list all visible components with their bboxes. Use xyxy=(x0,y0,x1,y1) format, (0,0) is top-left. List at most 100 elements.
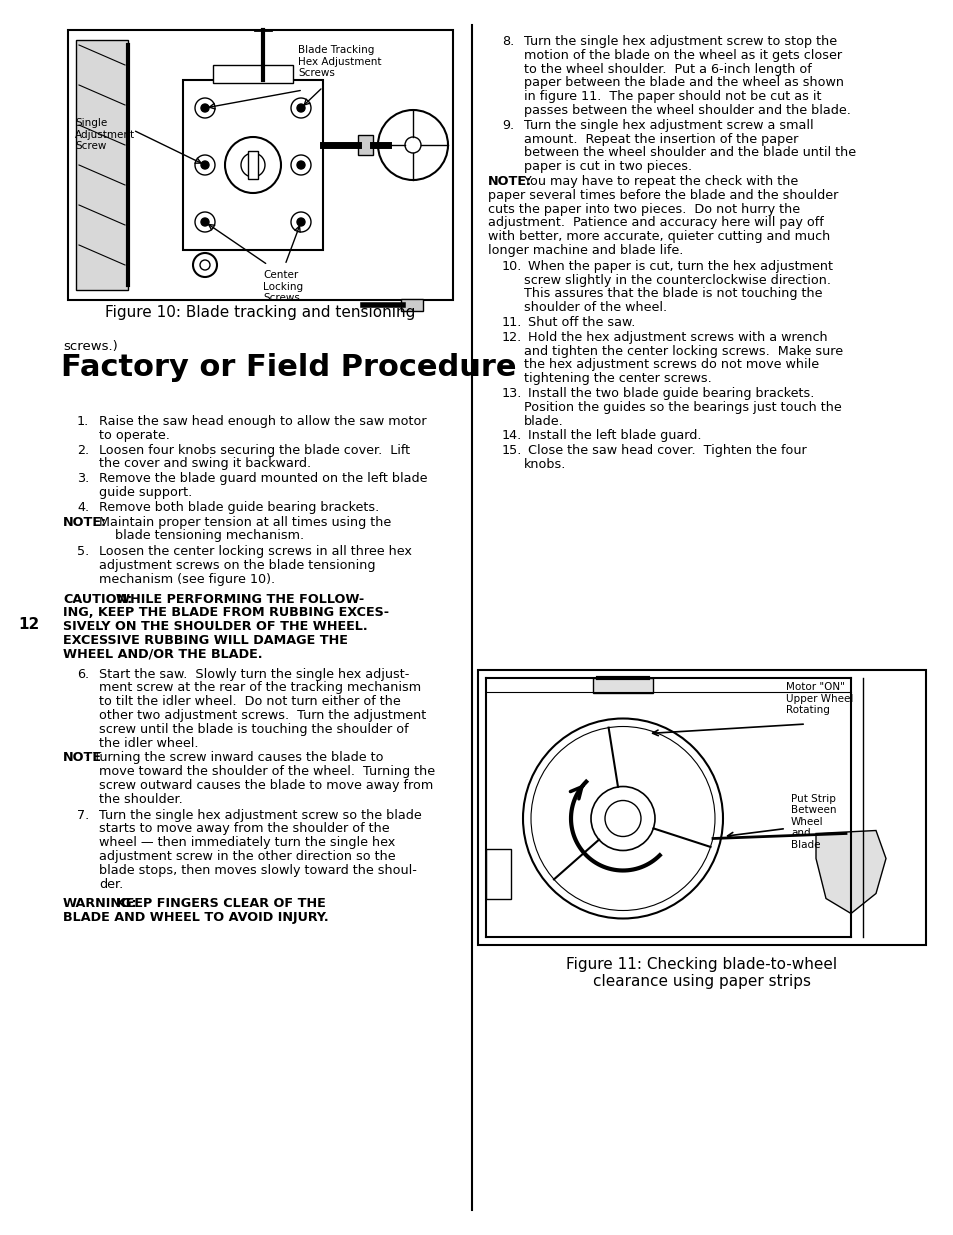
Text: ING, KEEP THE BLADE FROM RUBBING EXCES-: ING, KEEP THE BLADE FROM RUBBING EXCES- xyxy=(63,606,389,620)
Text: 12: 12 xyxy=(18,618,39,632)
Text: Factory or Field Procedure: Factory or Field Procedure xyxy=(61,353,516,382)
Text: Figure 10: Blade tracking and tensioning: Figure 10: Blade tracking and tensioning xyxy=(105,305,416,320)
Text: blade stops, then moves slowly toward the shoul-: blade stops, then moves slowly toward th… xyxy=(99,863,416,877)
Bar xyxy=(213,65,293,83)
Text: Position the guides so the bearings just touch the: Position the guides so the bearings just… xyxy=(523,401,841,414)
Text: the shoulder.: the shoulder. xyxy=(99,793,183,805)
Text: 5.: 5. xyxy=(77,545,90,558)
Text: Remove both blade guide bearing brackets.: Remove both blade guide bearing brackets… xyxy=(99,501,379,514)
Text: screw slightly in the counterclockwise direction.: screw slightly in the counterclockwise d… xyxy=(523,274,830,287)
Text: starts to move away from the shoulder of the: starts to move away from the shoulder of… xyxy=(99,823,389,835)
Text: Turn the single hex adjustment screw a small: Turn the single hex adjustment screw a s… xyxy=(523,119,813,132)
Text: EXCESSIVE RUBBING WILL DAMAGE THE: EXCESSIVE RUBBING WILL DAMAGE THE xyxy=(63,634,348,647)
Text: Single
Adjustment
Screw: Single Adjustment Screw xyxy=(75,119,135,151)
Text: 14.: 14. xyxy=(501,430,521,442)
Text: Install the two blade guide bearing brackets.: Install the two blade guide bearing brac… xyxy=(523,387,814,400)
Text: 12.: 12. xyxy=(501,331,521,343)
Circle shape xyxy=(201,161,209,169)
Text: cuts the paper into two pieces.  Do not hurry the: cuts the paper into two pieces. Do not h… xyxy=(488,203,800,216)
Text: other two adjustment screws.  Turn the adjustment: other two adjustment screws. Turn the ad… xyxy=(99,709,426,722)
Text: in figure 11.  The paper should not be cut as it: in figure 11. The paper should not be cu… xyxy=(523,90,821,104)
Text: Remove the blade guard mounted on the left blade: Remove the blade guard mounted on the le… xyxy=(99,472,427,485)
Circle shape xyxy=(201,104,209,112)
Text: wheel — then immediately turn the single hex: wheel — then immediately turn the single… xyxy=(99,836,395,850)
Text: passes between the wheel shoulder and the blade.: passes between the wheel shoulder and th… xyxy=(523,104,850,117)
Text: 4.: 4. xyxy=(77,501,89,514)
Text: between the wheel shoulder and the blade until the: between the wheel shoulder and the blade… xyxy=(523,147,855,159)
Text: paper is cut in two pieces.: paper is cut in two pieces. xyxy=(523,161,691,173)
Bar xyxy=(357,135,373,156)
Text: to the wheel shoulder.  Put a 6-inch length of: to the wheel shoulder. Put a 6-inch leng… xyxy=(523,63,811,75)
Text: 3.: 3. xyxy=(77,472,90,485)
Text: screw outward causes the blade to move away from: screw outward causes the blade to move a… xyxy=(99,779,433,792)
Text: 11.: 11. xyxy=(501,316,522,329)
Text: 1.: 1. xyxy=(77,415,90,429)
Bar xyxy=(183,80,323,249)
Text: Blade Tracking
Hex Adjustment
Screws: Blade Tracking Hex Adjustment Screws xyxy=(297,44,381,78)
Text: 2.: 2. xyxy=(77,443,89,457)
Text: NOTE:: NOTE: xyxy=(63,515,107,529)
Text: and tighten the center locking screws.  Make sure: and tighten the center locking screws. M… xyxy=(523,345,842,358)
Text: Shut off the saw.: Shut off the saw. xyxy=(523,316,635,329)
Text: NOTE: NOTE xyxy=(63,751,102,764)
Text: Raise the saw head enough to allow the saw motor: Raise the saw head enough to allow the s… xyxy=(99,415,426,429)
Text: tightening the center screws.: tightening the center screws. xyxy=(523,372,711,385)
Text: screw until the blade is touching the shoulder of: screw until the blade is touching the sh… xyxy=(99,722,408,736)
Text: 6.: 6. xyxy=(77,668,89,680)
Text: ment screw at the rear of the tracking mechanism: ment screw at the rear of the tracking m… xyxy=(99,682,420,694)
Text: screws.): screws.) xyxy=(63,340,117,353)
Text: Figure 11: Checking blade-to-wheel
clearance using paper strips: Figure 11: Checking blade-to-wheel clear… xyxy=(566,957,837,989)
Text: adjustment screw in the other direction so the: adjustment screw in the other direction … xyxy=(99,850,395,863)
Text: amount.  Repeat the insertion of the paper: amount. Repeat the insertion of the pape… xyxy=(523,132,798,146)
Text: 7.: 7. xyxy=(77,809,90,821)
Text: with better, more accurate, quieter cutting and much: with better, more accurate, quieter cutt… xyxy=(488,230,829,243)
Text: KEEP FINGERS CLEAR OF THE: KEEP FINGERS CLEAR OF THE xyxy=(108,898,326,910)
Bar xyxy=(400,299,422,311)
Text: 13.: 13. xyxy=(501,387,522,400)
Text: der.: der. xyxy=(99,878,123,890)
Text: Center
Locking
Screws: Center Locking Screws xyxy=(263,270,303,304)
Text: 10.: 10. xyxy=(501,259,522,273)
Text: Turn the single hex adjustment screw so the blade: Turn the single hex adjustment screw so … xyxy=(99,809,421,821)
Text: Turn the single hex adjustment screw to stop the: Turn the single hex adjustment screw to … xyxy=(523,35,836,48)
Text: BLADE AND WHEEL TO AVOID INJURY.: BLADE AND WHEEL TO AVOID INJURY. xyxy=(63,911,328,924)
Text: WHEEL AND/OR THE BLADE.: WHEEL AND/OR THE BLADE. xyxy=(63,648,262,661)
Text: motion of the blade on the wheel as it gets closer: motion of the blade on the wheel as it g… xyxy=(523,49,841,62)
Text: knobs.: knobs. xyxy=(523,458,566,471)
Bar xyxy=(593,678,652,693)
Text: Loosen four knobs securing the blade cover.  Lift: Loosen four knobs securing the blade cov… xyxy=(99,443,410,457)
Text: This assures that the blade is not touching the: This assures that the blade is not touch… xyxy=(523,288,821,300)
Text: blade tensioning mechanism.: blade tensioning mechanism. xyxy=(99,530,304,542)
Text: shoulder of the wheel.: shoulder of the wheel. xyxy=(523,301,666,314)
Bar xyxy=(485,848,511,899)
Bar xyxy=(248,151,257,179)
Text: SIVELY ON THE SHOULDER OF THE WHEEL.: SIVELY ON THE SHOULDER OF THE WHEEL. xyxy=(63,620,367,634)
Text: Motor "ON"
Upper Wheel
Rotating: Motor "ON" Upper Wheel Rotating xyxy=(785,682,853,715)
Text: WARNING:: WARNING: xyxy=(63,898,137,910)
Text: Put Strip
Between
Wheel
and
Blade: Put Strip Between Wheel and Blade xyxy=(790,794,836,850)
Text: adjustment screws on the blade tensioning: adjustment screws on the blade tensionin… xyxy=(99,559,375,572)
Text: the cover and swing it backward.: the cover and swing it backward. xyxy=(99,457,311,471)
Text: CAUTION:: CAUTION: xyxy=(63,593,132,605)
Text: WHILE PERFORMING THE FOLLOW-: WHILE PERFORMING THE FOLLOW- xyxy=(108,593,364,605)
Bar xyxy=(477,671,925,945)
Text: paper between the blade and the wheel as shown: paper between the blade and the wheel as… xyxy=(523,77,843,89)
Text: : Turning the screw inward causes the blade to: : Turning the screw inward causes the bl… xyxy=(85,751,383,764)
Text: Start the saw.  Slowly turn the single hex adjust-: Start the saw. Slowly turn the single he… xyxy=(99,668,409,680)
Text: Hold the hex adjustment screws with a wrench: Hold the hex adjustment screws with a wr… xyxy=(523,331,827,343)
Text: 8.: 8. xyxy=(501,35,514,48)
Polygon shape xyxy=(815,830,885,914)
Circle shape xyxy=(201,219,209,226)
Text: paper several times before the blade and the shoulder: paper several times before the blade and… xyxy=(488,189,838,201)
Text: guide support.: guide support. xyxy=(99,487,193,499)
Text: NOTE:: NOTE: xyxy=(488,175,532,188)
Text: the hex adjustment screws do not move while: the hex adjustment screws do not move wh… xyxy=(523,358,819,372)
Bar xyxy=(76,40,128,290)
Text: to tilt the idler wheel.  Do not turn either of the: to tilt the idler wheel. Do not turn eit… xyxy=(99,695,400,708)
Text: You may have to repeat the check with the: You may have to repeat the check with th… xyxy=(516,175,797,188)
Text: blade.: blade. xyxy=(523,415,563,427)
Text: adjustment.  Patience and accuracy here will pay off: adjustment. Patience and accuracy here w… xyxy=(488,216,822,230)
Text: move toward the shoulder of the wheel.  Turning the: move toward the shoulder of the wheel. T… xyxy=(99,766,435,778)
Circle shape xyxy=(296,161,305,169)
Text: the idler wheel.: the idler wheel. xyxy=(99,736,198,750)
